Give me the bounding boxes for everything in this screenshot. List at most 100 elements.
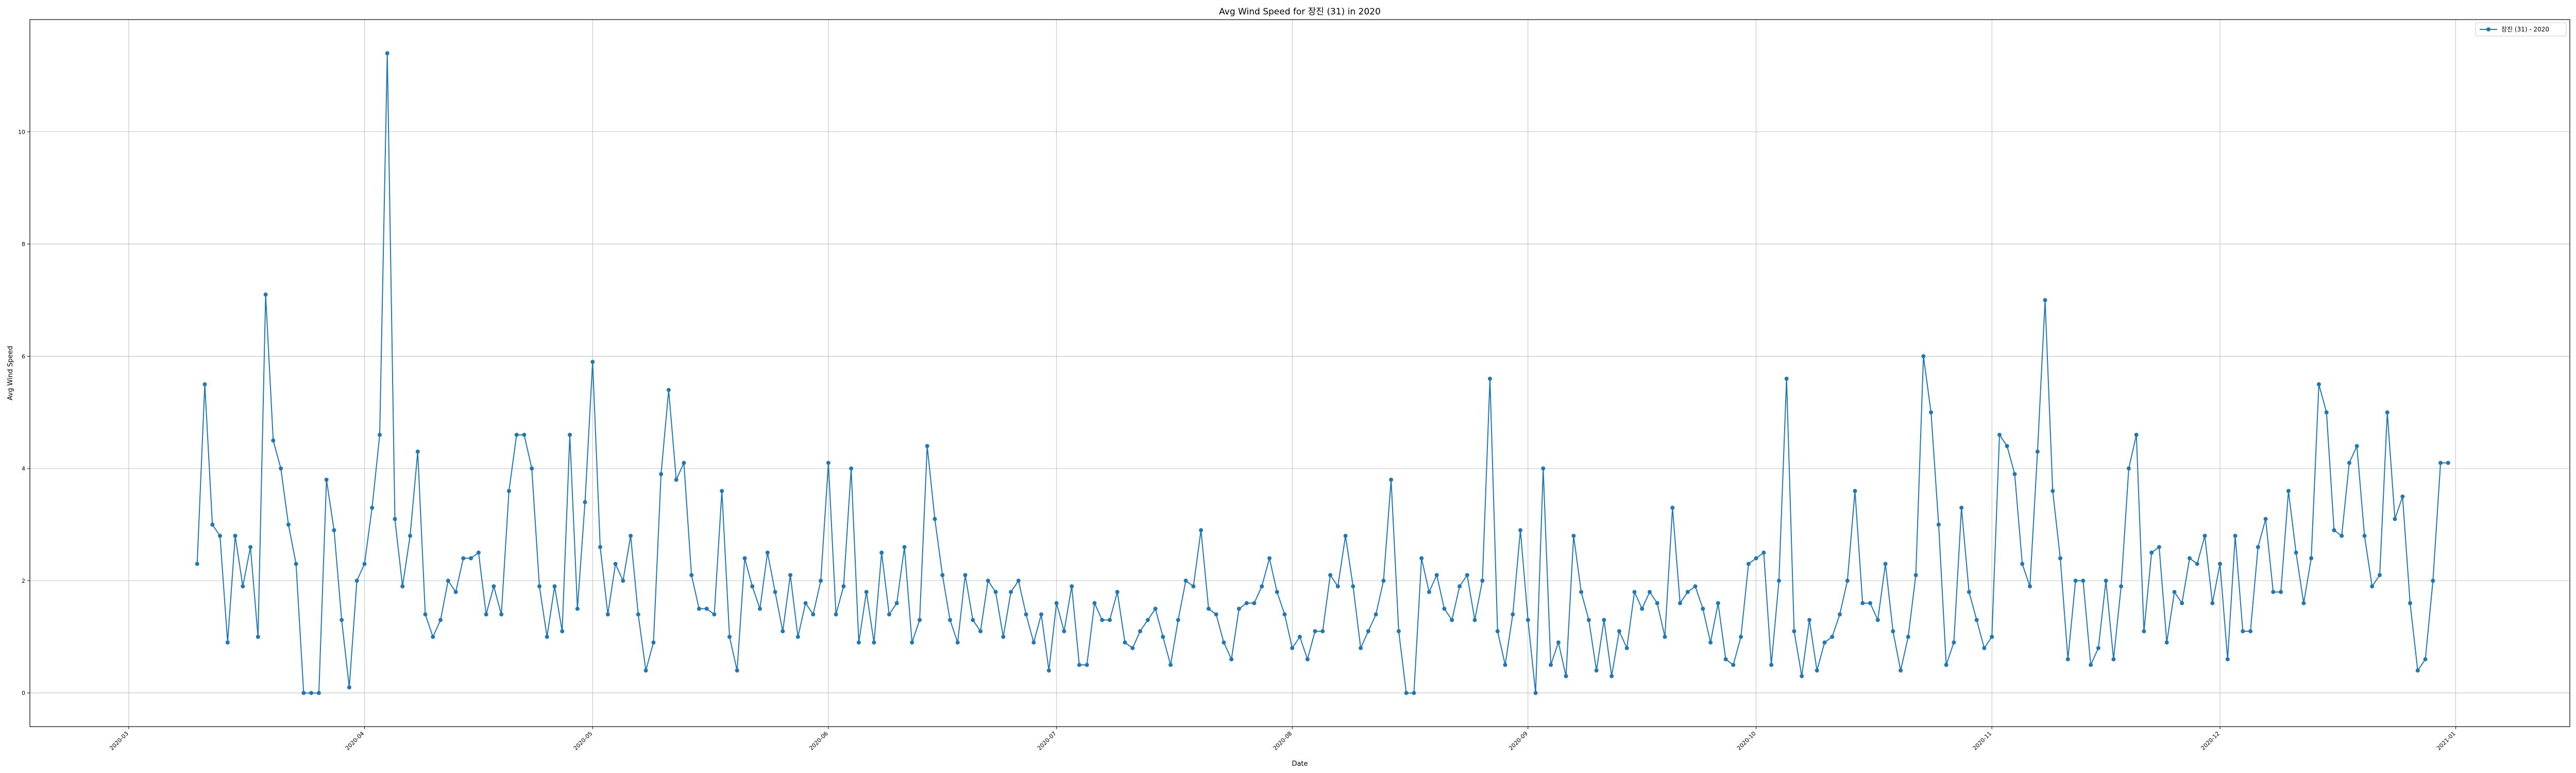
data-point [1031, 640, 1036, 645]
data-point [629, 533, 633, 538]
data-point [2233, 533, 2238, 538]
data-point [1191, 584, 1196, 589]
data-point [621, 578, 625, 583]
data-point [1913, 573, 1918, 577]
data-point [1624, 646, 1629, 650]
data-point [1579, 590, 1584, 594]
data-point [560, 629, 565, 633]
data-point [476, 550, 481, 555]
data-point [1092, 601, 1097, 606]
data-point [286, 523, 291, 527]
data-point [735, 668, 739, 673]
y-tick-label: 10 [18, 129, 25, 136]
data-point [2005, 444, 2009, 448]
data-point [1952, 640, 1956, 645]
data-point [1776, 578, 1781, 583]
data-point [499, 612, 504, 617]
data-point [598, 545, 602, 549]
data-point [1974, 618, 1979, 623]
data-point [2058, 556, 2062, 561]
data-point [1404, 691, 1409, 695]
x-tick-label: 2020-09 [1507, 730, 1529, 752]
data-point [2332, 528, 2336, 532]
data-point [712, 612, 717, 617]
data-point [1906, 634, 1910, 639]
data-point [1335, 584, 1340, 589]
data-point [2089, 663, 2093, 667]
data-point [1701, 607, 1705, 611]
data-point [1860, 601, 1865, 606]
data-point [2043, 298, 2047, 303]
data-point [241, 584, 245, 589]
data-point [1183, 578, 1188, 583]
data-point [461, 556, 466, 561]
data-point [316, 691, 321, 695]
data-point [659, 472, 664, 476]
data-point [1252, 601, 1257, 606]
data-point [788, 573, 792, 577]
data-point [2241, 629, 2245, 633]
legend-marker-swatch [2486, 27, 2490, 31]
data-point [1807, 618, 1811, 623]
data-point [378, 432, 382, 437]
y-tick-label: 8 [22, 241, 25, 248]
data-point [1176, 618, 1180, 623]
data-point [674, 477, 679, 482]
data-point [925, 444, 929, 448]
data-point [1001, 634, 1006, 639]
data-point [1062, 629, 1066, 633]
data-point [1305, 657, 1310, 662]
data-point [218, 533, 222, 538]
data-point [1518, 528, 1523, 532]
data-point [1480, 578, 1485, 583]
data-point [811, 612, 816, 617]
data-point [1967, 590, 1971, 594]
data-point [704, 607, 709, 611]
data-point [1275, 590, 1279, 594]
data-point [819, 578, 823, 583]
data-point [2028, 584, 2032, 589]
data-point [210, 523, 215, 527]
data-point [849, 466, 854, 471]
data-point [689, 573, 694, 577]
data-point [1594, 668, 1599, 673]
x-tick-label: 2020-12 [2199, 730, 2221, 752]
data-point [2225, 657, 2230, 662]
data-point [1343, 533, 1348, 538]
data-point [993, 590, 998, 594]
data-point [2385, 410, 2389, 415]
data-point [1868, 601, 1872, 606]
data-point [354, 578, 359, 583]
plot-area-frame [29, 19, 2570, 727]
x-tick-label: 2020-11 [1972, 730, 1993, 752]
y-axis: 0 2 4 6 8 10 [18, 129, 30, 697]
data-point [1313, 629, 1317, 633]
data-point [1640, 607, 1645, 611]
data-point [1016, 578, 1021, 583]
data-point [1708, 640, 1713, 645]
data-point [1168, 663, 1173, 667]
data-point [1298, 634, 1302, 639]
data-point [1678, 601, 1682, 606]
data-point [1495, 629, 1500, 633]
data-point [795, 634, 800, 639]
data-point [2081, 578, 2086, 583]
data-point [1366, 629, 1370, 633]
data-point [590, 360, 595, 364]
data-point [506, 489, 511, 493]
data-point [841, 584, 846, 589]
y-tick-label: 0 [22, 690, 25, 697]
data-point [2378, 573, 2382, 577]
series-line [196, 53, 2448, 694]
data-point [1830, 634, 1835, 639]
data-point [1206, 607, 1211, 611]
data-point [666, 388, 671, 392]
data-point [697, 607, 701, 611]
data-point [1351, 584, 1355, 589]
data-point [986, 578, 990, 583]
data-point [1244, 601, 1249, 606]
data-point [545, 634, 549, 639]
data-point [1222, 640, 1226, 645]
data-point [1077, 663, 1081, 667]
